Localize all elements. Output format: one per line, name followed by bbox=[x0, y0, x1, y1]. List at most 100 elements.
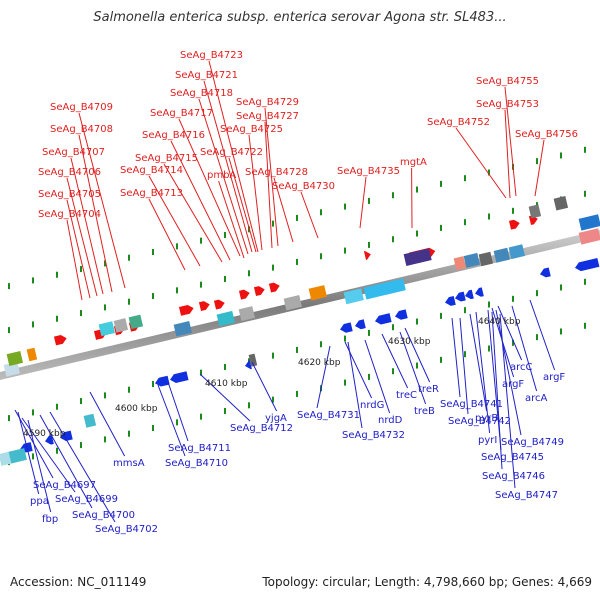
tick-mark bbox=[56, 271, 58, 278]
gene-label: arcA bbox=[525, 393, 548, 404]
label-leader-line bbox=[381, 333, 409, 389]
label-leader-line bbox=[399, 331, 427, 405]
gene-label: SeAg_B4712 bbox=[230, 423, 293, 434]
label-leader-line bbox=[49, 411, 116, 523]
forward-gene bbox=[178, 304, 194, 316]
gene-label: SeAg_B4731 bbox=[297, 410, 360, 421]
tick-mark bbox=[488, 213, 490, 220]
tick-mark bbox=[392, 236, 394, 243]
tick-mark bbox=[584, 278, 586, 285]
feature-box bbox=[578, 214, 600, 231]
label-leader-line bbox=[455, 127, 507, 199]
gene-label: SeAg_B4755 bbox=[476, 76, 539, 87]
gene-label: SeAg_B4700 bbox=[72, 510, 135, 521]
feature-box bbox=[6, 351, 24, 366]
forward-gene bbox=[528, 215, 538, 225]
gene-label: argF bbox=[502, 379, 524, 390]
tick-mark bbox=[536, 334, 538, 341]
tick-mark bbox=[392, 192, 394, 199]
gene-label: treC bbox=[396, 390, 417, 401]
gene-label: nrdG bbox=[360, 400, 384, 411]
tick-mark bbox=[440, 312, 442, 319]
tick-mark bbox=[416, 318, 418, 325]
reverse-gene bbox=[60, 430, 73, 442]
gene-label: SeAg_B4745 bbox=[481, 452, 544, 463]
forward-gene bbox=[198, 301, 210, 312]
tick-mark bbox=[32, 453, 34, 460]
reverse-gene bbox=[445, 296, 456, 306]
tick-mark bbox=[272, 264, 274, 271]
forward-gene bbox=[268, 282, 280, 293]
gene-label: SeAg_B4725 bbox=[220, 124, 283, 135]
gene-label: SeAg_B4708 bbox=[50, 124, 113, 135]
label-leader-line bbox=[218, 180, 245, 259]
feature-box bbox=[478, 251, 494, 267]
tick-mark bbox=[320, 209, 322, 216]
topology-text: Topology: circular; Length: 4,798,660 bp… bbox=[262, 575, 592, 589]
label-leader-line bbox=[27, 419, 52, 513]
tick-mark bbox=[32, 277, 34, 284]
gene-label: SeAg_B4747 bbox=[495, 490, 558, 501]
label-leader-line bbox=[529, 299, 556, 371]
reverse-gene bbox=[375, 313, 392, 325]
feature-box bbox=[383, 278, 406, 295]
tick-mark bbox=[176, 243, 178, 250]
label-leader-line bbox=[66, 177, 98, 297]
tick-mark bbox=[584, 322, 586, 329]
tick-mark bbox=[584, 190, 586, 197]
forward-gene bbox=[253, 286, 265, 297]
tick-mark bbox=[320, 341, 322, 348]
reverse-gene bbox=[245, 360, 252, 370]
feature-box bbox=[216, 310, 235, 327]
feature-box bbox=[128, 314, 144, 330]
label-leader-line bbox=[228, 157, 257, 253]
label-leader-line bbox=[203, 80, 253, 253]
feature-box bbox=[238, 306, 256, 322]
gene-label: treR bbox=[418, 384, 439, 395]
scale-label: 4630 kbp bbox=[388, 337, 431, 347]
feature-box bbox=[8, 448, 27, 464]
reverse-gene bbox=[355, 319, 366, 330]
gene-label: SeAg_B4702 bbox=[95, 524, 158, 535]
label-leader-line bbox=[534, 139, 545, 197]
tick-mark bbox=[368, 329, 370, 336]
tick-mark bbox=[560, 284, 562, 291]
reverse-gene bbox=[170, 371, 189, 383]
label-leader-line bbox=[208, 60, 259, 253]
gene-label: fbp bbox=[42, 514, 58, 525]
gene-label: SeAg_B4742 bbox=[448, 416, 511, 427]
label-leader-line bbox=[66, 219, 83, 301]
label-leader-line bbox=[491, 311, 503, 470]
reverse-gene bbox=[45, 435, 54, 445]
tick-mark bbox=[464, 351, 466, 358]
gene-label: SeAg_B4697 bbox=[33, 480, 96, 491]
scale-label: 4590 kbp bbox=[23, 429, 66, 439]
gene-label: SeAg_B4699 bbox=[55, 494, 118, 505]
label-leader-line bbox=[504, 86, 517, 197]
feature-box bbox=[453, 256, 467, 271]
tick-mark bbox=[440, 180, 442, 187]
tick-mark bbox=[80, 442, 82, 449]
gene-label: pyrI bbox=[478, 435, 497, 446]
feature-box bbox=[508, 244, 526, 260]
label-leader-line bbox=[70, 157, 104, 295]
label-leader-line bbox=[39, 414, 93, 509]
feature-box bbox=[363, 282, 388, 300]
reverse-gene bbox=[455, 291, 466, 302]
feature-box bbox=[248, 353, 258, 367]
label-leader-line bbox=[89, 391, 126, 457]
label-leader-line bbox=[404, 327, 431, 383]
tick-mark bbox=[440, 356, 442, 363]
tick-mark bbox=[128, 298, 130, 305]
tick-mark bbox=[272, 220, 274, 227]
tick-mark bbox=[392, 324, 394, 331]
label-leader-line bbox=[78, 134, 113, 293]
tick-mark bbox=[464, 307, 466, 314]
tick-mark bbox=[56, 315, 58, 322]
gene-label: ppa bbox=[30, 496, 49, 507]
label-leader-line bbox=[167, 381, 189, 442]
tick-mark bbox=[488, 169, 490, 176]
tick-mark bbox=[32, 409, 34, 416]
gene-label: SeAg_B4709 bbox=[50, 102, 113, 113]
tick-mark bbox=[248, 270, 250, 277]
